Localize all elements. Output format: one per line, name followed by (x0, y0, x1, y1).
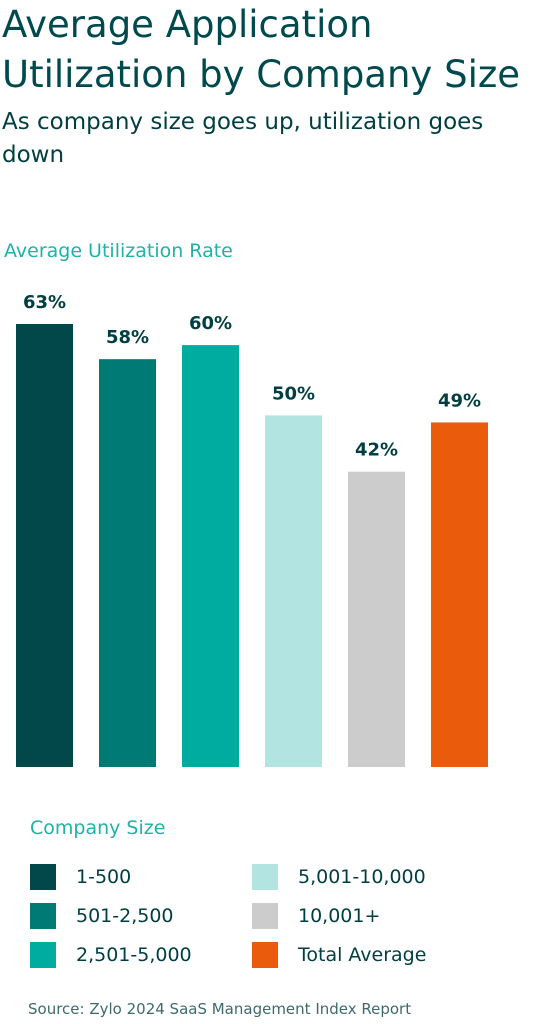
legend-item-3: 5,001-10,000 (252, 864, 426, 890)
legend-item-0: 1-500 (30, 864, 131, 890)
chart-title: Average Application Utilization by Compa… (2, 3, 521, 96)
legend-item-4: 10,001+ (252, 903, 380, 929)
bar-0 (16, 324, 73, 767)
legend-label-4: 10,001+ (298, 905, 381, 927)
legend-swatch-4 (252, 903, 278, 929)
bar-value-label-1: 58% (106, 327, 149, 348)
legend-item-2: 2,501-5,000 (30, 942, 192, 968)
legend-item-5: Total Average (252, 942, 426, 968)
legend-label-0: 1-500 (76, 866, 132, 888)
y-axis-title: Average Utilization Rate (4, 240, 233, 262)
legend-label-2: 2,501-5,000 (76, 944, 192, 966)
bar-value-label-4: 42% (355, 440, 398, 461)
legend-title: Company Size (30, 817, 166, 839)
bar-2 (182, 345, 239, 767)
bar-3 (265, 415, 322, 767)
legend-swatch-0 (30, 864, 56, 890)
bar-4 (348, 471, 405, 767)
legend-item-1: 501-2,500 (30, 903, 174, 929)
bar-chart: 63% 58% 60% 50% 42% 49% (16, 292, 488, 767)
legend-label-5: Total Average (298, 944, 427, 966)
legend-label-1: 501-2,500 (76, 905, 174, 927)
legend-label-3: 5,001-10,000 (298, 866, 426, 888)
legend-swatch-5 (252, 942, 278, 968)
bar-value-label-3: 50% (272, 383, 315, 404)
legend-swatch-3 (252, 864, 278, 890)
source-note: Source: Zylo 2024 SaaS Management Index … (28, 1000, 412, 1018)
bar-5 (431, 422, 488, 767)
bar-value-label-2: 60% (189, 313, 232, 334)
legend-swatch-1 (30, 903, 56, 929)
bar-value-label-5: 49% (438, 390, 481, 411)
bar-1 (99, 359, 156, 767)
legend-swatch-2 (30, 942, 56, 968)
chart-subtitle: As company size goes up, utilization goe… (2, 109, 484, 168)
bar-value-label-0: 63% (23, 292, 66, 313)
